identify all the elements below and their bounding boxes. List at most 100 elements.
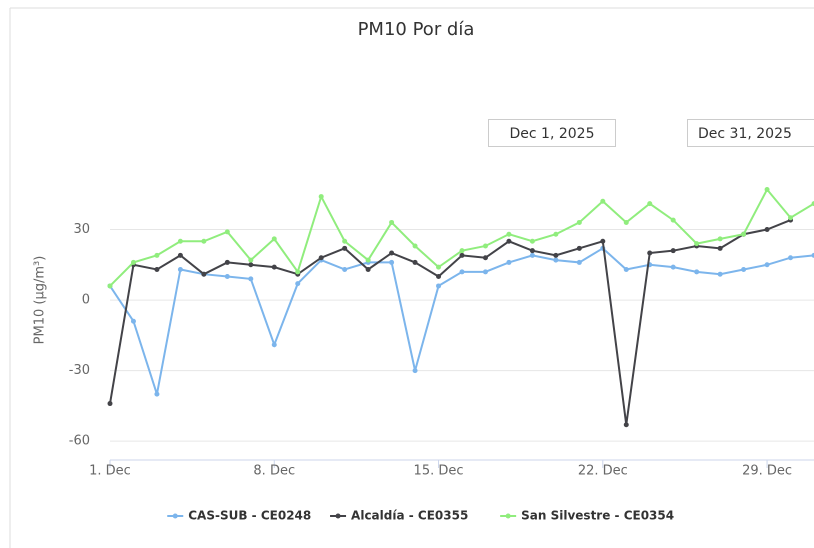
- point: [130, 318, 136, 324]
- point: [177, 252, 183, 258]
- point: [670, 217, 676, 223]
- point: [389, 250, 395, 256]
- point: [295, 281, 301, 287]
- point: [248, 257, 254, 263]
- point: [412, 259, 418, 265]
- point: [342, 238, 348, 244]
- point: [529, 252, 535, 258]
- point: [647, 201, 653, 207]
- point: [224, 274, 230, 280]
- point: [717, 245, 723, 251]
- legend-item[interactable]: Alcaldía - CE0355: [330, 509, 468, 523]
- point: [271, 236, 277, 242]
- point: [201, 238, 207, 244]
- point: [177, 238, 183, 244]
- point: [670, 248, 676, 254]
- point: [412, 243, 418, 249]
- point: [271, 264, 277, 270]
- point: [436, 283, 442, 289]
- point: [107, 401, 113, 407]
- point: [600, 198, 606, 204]
- point: [482, 255, 488, 261]
- point: [600, 238, 606, 244]
- point: [623, 422, 629, 428]
- point: [811, 201, 814, 207]
- point: [764, 227, 770, 233]
- point: [436, 264, 442, 270]
- legend-label: San Silvestre - CE0354: [521, 509, 674, 523]
- point: [342, 266, 348, 272]
- point: [717, 236, 723, 242]
- legend-label: Alcaldía - CE0355: [351, 509, 468, 523]
- point: [623, 219, 629, 225]
- point: [764, 187, 770, 193]
- point: [459, 269, 465, 275]
- point: [201, 271, 207, 277]
- point: [506, 259, 512, 265]
- point: [717, 271, 723, 277]
- legend-item[interactable]: San Silvestre - CE0354: [500, 509, 674, 523]
- point: [694, 241, 700, 247]
- point: [741, 266, 747, 272]
- point: [788, 255, 794, 261]
- y-tick-label: -30: [69, 363, 90, 378]
- point: [389, 259, 395, 265]
- y-tick-label: 0: [82, 293, 90, 308]
- point: [248, 262, 254, 268]
- point: [670, 264, 676, 270]
- date-to-input[interactable]: Dec 31, 2025: [687, 119, 814, 147]
- point: [459, 252, 465, 258]
- x-tick-label: 15. Dec: [414, 464, 464, 479]
- point: [389, 219, 395, 225]
- point: [764, 262, 770, 268]
- point: [553, 231, 559, 237]
- y-tick-label: -60: [69, 434, 90, 449]
- point: [295, 269, 301, 275]
- chart-title: PM10 Por día: [358, 19, 475, 40]
- point: [271, 342, 277, 348]
- point: [154, 391, 160, 397]
- x-tick-label: 29. Dec: [742, 464, 792, 479]
- point: [553, 257, 559, 263]
- point: [459, 248, 465, 254]
- point: [130, 259, 136, 265]
- point: [694, 269, 700, 275]
- point: [107, 283, 113, 289]
- point: [647, 250, 653, 256]
- point: [412, 368, 418, 374]
- point: [482, 269, 488, 275]
- point: [576, 219, 582, 225]
- legend-item[interactable]: CAS-SUB - CE0248: [167, 509, 311, 523]
- point: [529, 248, 535, 254]
- point: [529, 238, 535, 244]
- y-tick-label: 30: [73, 222, 90, 237]
- point: [177, 266, 183, 272]
- point: [318, 194, 324, 200]
- date-from-input[interactable]: Dec 1, 2025: [488, 119, 616, 147]
- point: [553, 252, 559, 258]
- series-line: [109, 219, 791, 425]
- point: [741, 231, 747, 237]
- x-tick-label: 1. Dec: [89, 464, 131, 479]
- point: [248, 276, 254, 282]
- legend-marker: [505, 513, 511, 519]
- point: [365, 257, 371, 263]
- point: [342, 245, 348, 251]
- y-axis-label: PM10 (µg/m³): [33, 256, 48, 345]
- x-tick-label: 22. Dec: [578, 464, 628, 479]
- point: [224, 259, 230, 265]
- legend-label: CAS-SUB - CE0248: [188, 509, 311, 523]
- point: [436, 274, 442, 280]
- point: [154, 252, 160, 258]
- x-tick-label: 8. Dec: [253, 464, 295, 479]
- point: [576, 259, 582, 265]
- point: [482, 243, 488, 249]
- point: [506, 238, 512, 244]
- point: [154, 266, 160, 272]
- legend-marker: [335, 513, 341, 519]
- point: [224, 229, 230, 235]
- point: [318, 255, 324, 261]
- point: [576, 245, 582, 251]
